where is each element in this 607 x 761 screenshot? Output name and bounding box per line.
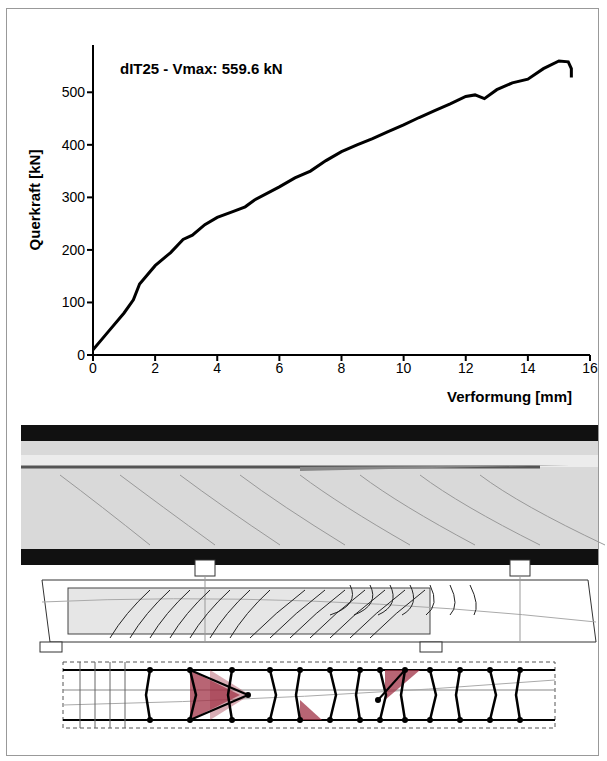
svg-text:8: 8	[338, 360, 346, 376]
svg-text:100: 100	[62, 294, 86, 310]
svg-text:200: 200	[62, 242, 86, 258]
svg-text:4: 4	[213, 360, 221, 376]
svg-text:16: 16	[582, 360, 598, 376]
svg-text:0: 0	[77, 347, 85, 363]
svg-text:Verformung [mm]: Verformung [mm]	[447, 388, 572, 405]
svg-text:400: 400	[62, 137, 86, 153]
svg-text:12: 12	[458, 360, 474, 376]
svg-text:10: 10	[396, 360, 412, 376]
svg-text:6: 6	[275, 360, 283, 376]
svg-text:14: 14	[520, 360, 536, 376]
svg-text:Querkraft [kN]: Querkraft [kN]	[26, 150, 43, 251]
svg-text:0: 0	[89, 360, 97, 376]
html-text:dIT25 - Vmax: 559.6 kN: dIT25 - Vmax: 559.6 kN	[120, 60, 283, 77]
svg-text:2: 2	[151, 360, 159, 376]
svg-text:300: 300	[62, 189, 86, 205]
svg-text:500: 500	[62, 84, 86, 100]
